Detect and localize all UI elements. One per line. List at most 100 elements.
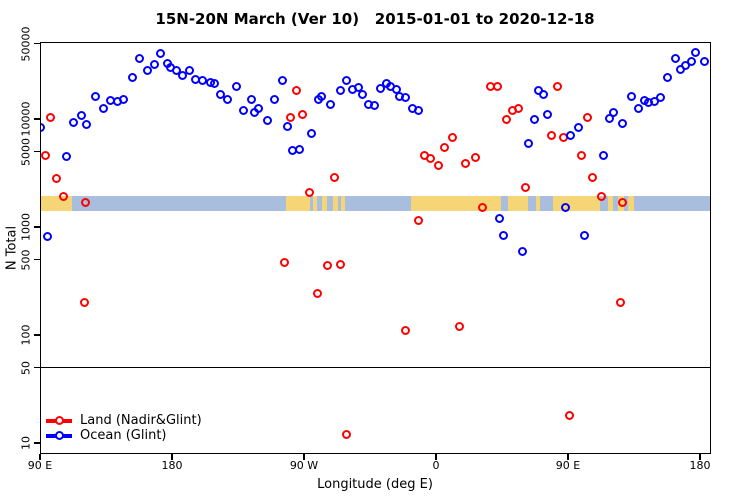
land-segment: [411, 195, 501, 212]
land-point: [588, 172, 598, 182]
ocean-point: [317, 91, 327, 101]
ocean-point: [369, 100, 379, 110]
y-tick: [34, 442, 40, 444]
ocean-point: [518, 247, 528, 257]
ocean-point: [246, 95, 256, 105]
ocean-point: [42, 232, 52, 242]
land-point: [576, 150, 586, 160]
ocean-point: [215, 89, 225, 99]
land-segment: [312, 195, 318, 212]
land-segment: [607, 195, 614, 212]
land-point: [460, 158, 470, 168]
ocean-point: [680, 61, 690, 71]
ocean-point: [254, 104, 264, 114]
land-point: [617, 197, 627, 207]
land-point: [322, 261, 332, 270]
plot-border: [40, 42, 711, 454]
land-point: [564, 410, 574, 420]
ocean-point: [413, 106, 423, 116]
land-point: [478, 203, 488, 213]
chart-title: 15N-20N March (Ver 10) 2015-01-01 to 202…: [155, 10, 595, 28]
land-point: [292, 86, 302, 96]
ocean-point: [691, 48, 701, 58]
ocean-point: [306, 128, 316, 138]
plot-area: [40, 42, 711, 454]
ocean-point: [82, 120, 92, 130]
ocean-point: [342, 76, 352, 86]
ocean-point: [270, 95, 280, 105]
x-tick: [699, 454, 701, 460]
ocean-point: [400, 93, 410, 103]
legend-label-land: Land (Nadir&Glint): [80, 413, 202, 428]
ocean-point: [608, 108, 618, 118]
land-point: [51, 174, 61, 184]
land-point: [553, 81, 563, 91]
ocean-point: [76, 111, 86, 121]
land-point: [280, 257, 290, 267]
land-point: [80, 197, 90, 207]
land-segment: [628, 195, 634, 212]
land-point: [312, 289, 322, 299]
land-point: [520, 183, 530, 193]
ocean-point: [223, 95, 233, 105]
ocean-point: [127, 73, 137, 83]
ocean-point: [210, 78, 220, 88]
land-point: [298, 110, 308, 120]
land-point: [547, 130, 557, 140]
ocean-point: [61, 151, 71, 161]
ocean-point: [686, 57, 696, 67]
ocean-point: [375, 84, 385, 94]
ocean-point: [277, 76, 287, 86]
y-tick: [34, 334, 40, 336]
land-point: [471, 153, 481, 162]
land-point: [501, 114, 511, 124]
ocean-point: [573, 122, 583, 132]
legend-label-ocean: Ocean (Glint): [80, 428, 167, 443]
ocean-point: [336, 86, 346, 96]
x-tick: [171, 454, 173, 460]
land-point: [336, 259, 346, 269]
ocean-point: [358, 89, 368, 99]
ocean-point: [566, 131, 576, 141]
land-point: [513, 103, 523, 113]
land-point: [434, 161, 444, 171]
land-point: [79, 297, 89, 307]
ocean-point: [91, 91, 101, 101]
ocean-point: [69, 118, 79, 128]
ocean-point: [232, 81, 242, 91]
legend-marker-land-icon: [46, 416, 72, 425]
y-tick: [34, 226, 40, 228]
x-axis-label: Longitude (deg E): [317, 477, 433, 492]
y-tick-label: 500: [19, 249, 33, 270]
ocean-point: [498, 230, 508, 240]
land-point: [305, 187, 315, 197]
land-point: [440, 143, 450, 153]
land-point: [425, 154, 435, 164]
ocean-point: [40, 123, 45, 133]
x-tick: [39, 454, 41, 460]
ocean-point: [633, 103, 643, 113]
land-segment: [321, 195, 328, 212]
land-segment: [535, 195, 541, 212]
x-tick-label: 180: [689, 459, 711, 472]
land-point: [454, 321, 464, 331]
y-axis-label: N Total: [4, 225, 20, 271]
ocean-point: [262, 116, 272, 126]
ocean-point: [295, 145, 305, 155]
x-tick: [303, 454, 305, 460]
ocean-point: [538, 89, 548, 99]
ocean-point: [98, 103, 108, 113]
ocean-point: [699, 57, 709, 67]
y-tick: [34, 42, 40, 45]
ocean-point: [663, 73, 673, 83]
ocean-point: [135, 54, 145, 64]
y-tick-label: 10000: [19, 101, 33, 137]
land-point: [286, 112, 296, 122]
ocean-point: [579, 230, 589, 240]
land-segment: [507, 195, 529, 212]
y-tick-label: 50: [19, 360, 33, 375]
ocean-point: [171, 65, 181, 75]
ocean-point: [655, 92, 665, 102]
land-point: [41, 150, 51, 160]
